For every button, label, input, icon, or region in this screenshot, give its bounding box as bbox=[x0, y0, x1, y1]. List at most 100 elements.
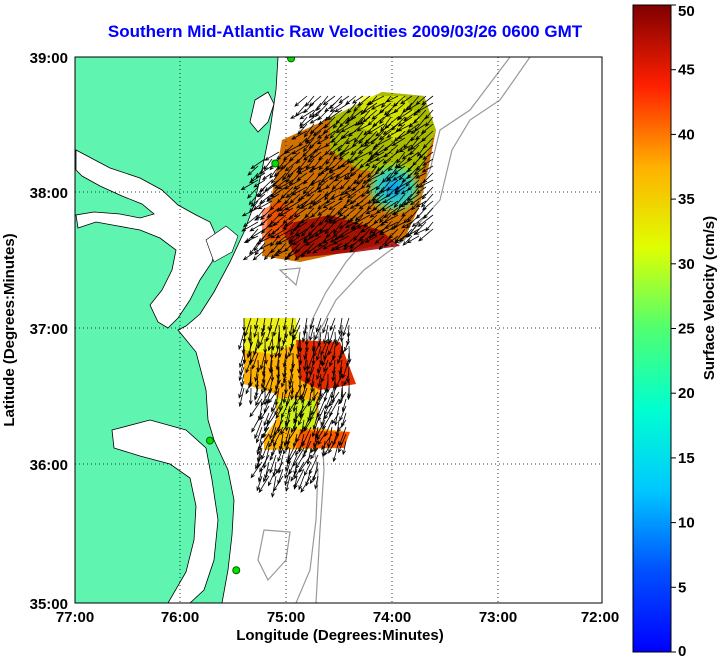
colorbar-tick-label: 15 bbox=[678, 450, 695, 467]
velocity-vector bbox=[322, 317, 329, 334]
velocity-vector bbox=[309, 324, 315, 342]
velocity-vector bbox=[340, 158, 357, 168]
velocity-vector bbox=[284, 179, 301, 190]
velocity-vector bbox=[274, 387, 280, 407]
velocity-vector bbox=[359, 116, 371, 125]
radar-station-marker bbox=[205, 436, 214, 445]
velocity-vector bbox=[375, 123, 392, 137]
velocity-vector bbox=[266, 186, 280, 201]
velocity-vector bbox=[291, 144, 308, 155]
velocity-vector bbox=[406, 207, 420, 223]
velocity-vector bbox=[349, 200, 364, 209]
velocity-vector bbox=[255, 454, 263, 470]
velocity-vector bbox=[344, 338, 350, 352]
velocity-vector bbox=[294, 249, 308, 261]
velocity-vector bbox=[393, 165, 406, 175]
x-tick: 75:00 bbox=[267, 609, 305, 626]
velocity-vector bbox=[420, 193, 434, 208]
velocity-vector bbox=[343, 373, 350, 387]
velocity-vector bbox=[367, 165, 378, 179]
velocity-vector bbox=[383, 207, 399, 219]
velocity-vector bbox=[263, 249, 273, 261]
velocity-vector bbox=[245, 359, 252, 374]
velocity-vector bbox=[258, 475, 270, 494]
velocity-vector bbox=[397, 116, 413, 127]
velocity-vector bbox=[353, 130, 364, 144]
colorbar-tick-label: 35 bbox=[678, 191, 695, 208]
velocity-vector bbox=[268, 433, 277, 448]
velocity-vector bbox=[341, 130, 357, 139]
velocity-vector bbox=[274, 179, 287, 189]
velocity-vector bbox=[342, 200, 357, 209]
velocity-vector bbox=[258, 242, 273, 250]
radar-stations bbox=[205, 57, 296, 575]
velocity-vector bbox=[242, 324, 247, 344]
colorbar-ticks: 0 5 10 15 20 25 30 35 40 45 50 bbox=[671, 3, 695, 659]
velocity-vector bbox=[238, 331, 245, 351]
velocity-vector bbox=[270, 366, 275, 383]
velocity-vector bbox=[357, 165, 371, 178]
velocity-vector bbox=[329, 352, 336, 368]
x-tick: 73:00 bbox=[479, 609, 517, 626]
velocity-vector bbox=[270, 172, 280, 185]
velocity-vector bbox=[251, 412, 263, 433]
velocity-vector bbox=[277, 179, 294, 190]
velocity-vector bbox=[375, 186, 392, 197]
velocity-vector bbox=[316, 345, 322, 362]
x-tick: 74:00 bbox=[373, 609, 411, 626]
velocity-vector bbox=[409, 144, 420, 156]
velocity-vector bbox=[314, 324, 322, 341]
velocity-vector bbox=[395, 144, 406, 154]
velocity-vector bbox=[328, 433, 340, 454]
velocity-vector bbox=[324, 440, 333, 456]
velocity-vector bbox=[392, 95, 406, 108]
velocity-vector bbox=[357, 144, 371, 155]
velocity-vector bbox=[323, 116, 336, 129]
velocity-vector bbox=[399, 200, 413, 207]
velocity-vector bbox=[329, 235, 343, 243]
velocity-vector bbox=[238, 366, 245, 382]
velocity-vector bbox=[291, 130, 308, 140]
velocity-vector bbox=[250, 193, 266, 207]
velocity-vector bbox=[386, 130, 399, 138]
velocity-vector bbox=[383, 102, 399, 116]
velocity-vector bbox=[250, 158, 266, 170]
velocity-vector bbox=[288, 228, 301, 244]
y-tick: 35:00 bbox=[30, 596, 68, 613]
velocity-vector bbox=[397, 123, 413, 132]
velocity-vector bbox=[241, 207, 259, 217]
velocity-vector bbox=[324, 419, 333, 438]
velocity-vector bbox=[318, 116, 329, 126]
velocity-vector bbox=[344, 221, 357, 228]
velocity-vector bbox=[344, 116, 357, 124]
radar-station-marker bbox=[287, 57, 296, 63]
velocity-vector bbox=[299, 200, 315, 210]
velocity-vector bbox=[318, 158, 329, 171]
velocity-vector bbox=[325, 151, 336, 166]
velocity-vector bbox=[268, 391, 277, 404]
velocity-vector bbox=[295, 228, 308, 237]
velocity-vector bbox=[302, 440, 312, 459]
velocity-vector bbox=[284, 461, 291, 480]
velocity-vector bbox=[325, 391, 333, 410]
velocity-vector bbox=[259, 405, 270, 421]
velocity-vector bbox=[274, 345, 280, 359]
velocity-vector bbox=[343, 235, 357, 248]
velocity-vector bbox=[378, 228, 392, 236]
velocity-vector bbox=[300, 221, 315, 237]
velocity-vector bbox=[260, 391, 270, 407]
velocity-vector bbox=[351, 95, 364, 104]
velocity-vector bbox=[413, 109, 427, 124]
velocity-vector bbox=[297, 193, 308, 202]
velocity-vector bbox=[385, 95, 399, 103]
velocity-vector bbox=[271, 398, 277, 413]
velocity-vector bbox=[282, 221, 294, 230]
velocity-vector bbox=[300, 242, 315, 258]
velocity-vector bbox=[278, 440, 284, 455]
velocity-vector bbox=[381, 200, 399, 212]
y-tick: 39:00 bbox=[30, 50, 68, 67]
velocity-vector bbox=[310, 440, 319, 454]
velocity-vector bbox=[402, 235, 413, 246]
velocity-vector bbox=[329, 102, 343, 113]
velocity-vector bbox=[375, 193, 392, 204]
